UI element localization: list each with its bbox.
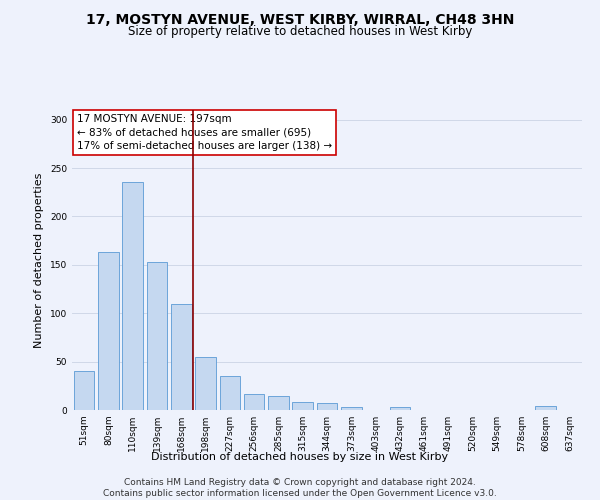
Bar <box>74 372 94 410</box>
Bar <box>535 406 556 410</box>
Text: Distribution of detached houses by size in West Kirby: Distribution of detached houses by size … <box>151 452 449 462</box>
Bar <box>122 182 143 410</box>
Bar <box>146 262 167 410</box>
Bar <box>317 403 337 410</box>
Text: Size of property relative to detached houses in West Kirby: Size of property relative to detached ho… <box>128 25 472 38</box>
Text: 17 MOSTYN AVENUE: 197sqm
← 83% of detached houses are smaller (695)
17% of semi-: 17 MOSTYN AVENUE: 197sqm ← 83% of detach… <box>77 114 332 151</box>
Bar <box>268 396 289 410</box>
Bar <box>171 304 191 410</box>
Bar <box>244 394 265 410</box>
Bar <box>220 376 240 410</box>
Bar <box>341 407 362 410</box>
Y-axis label: Number of detached properties: Number of detached properties <box>34 172 44 348</box>
Bar <box>98 252 119 410</box>
Text: Contains HM Land Registry data © Crown copyright and database right 2024.
Contai: Contains HM Land Registry data © Crown c… <box>103 478 497 498</box>
Bar <box>292 402 313 410</box>
Text: 17, MOSTYN AVENUE, WEST KIRBY, WIRRAL, CH48 3HN: 17, MOSTYN AVENUE, WEST KIRBY, WIRRAL, C… <box>86 12 514 26</box>
Bar <box>195 357 216 410</box>
Bar <box>389 407 410 410</box>
